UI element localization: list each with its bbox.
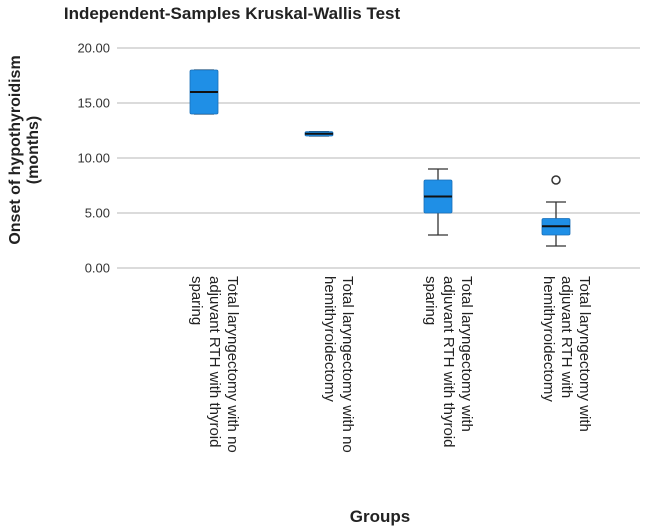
x-tick-label-line: Total laryngectomy with no xyxy=(224,276,241,453)
outlier-point-1 xyxy=(551,175,561,185)
x-tick-label-line: adjuvant RTH with thyroid xyxy=(440,276,457,447)
box-group-4 xyxy=(541,175,571,247)
box-group-1 xyxy=(189,69,219,115)
x-tick-label-line: Total laryngectomy with no xyxy=(339,276,356,453)
x-tick-label-line: Total laryngectomy with xyxy=(576,276,593,432)
x-tick-label-line: adjuvant RTH with xyxy=(558,276,575,398)
y-tick-label-1: 5.00 xyxy=(85,206,110,221)
y-tick-label-3: 15.00 xyxy=(77,96,110,111)
y-axis-label-line-1: Onset of hypothyroidism xyxy=(7,55,24,244)
x-tick-label-line: sparing xyxy=(188,276,205,325)
box-group-3 xyxy=(423,168,453,236)
x-tick-label-line: hemithyroidectomy xyxy=(540,276,557,402)
x-axis-label: Groups xyxy=(350,507,410,526)
x-tick-label-2: Total laryngectomy with nohemithyroidect… xyxy=(321,276,356,453)
y-tick-label-2: 10.00 xyxy=(77,151,110,166)
x-tick-label-line: sparing xyxy=(422,276,439,325)
box-group-2 xyxy=(304,130,334,137)
x-tick-label-line: adjuvant RTH with thyroid xyxy=(206,276,223,447)
y-axis-label-line-2: (months) xyxy=(25,116,42,184)
chart-title: Independent-Samples Kruskal-Wallis Test xyxy=(64,4,401,23)
y-tick-label-4: 20.00 xyxy=(77,41,110,56)
x-tick-label-line: hemithyroidectomy xyxy=(321,276,338,402)
y-tick-label-0: 0.00 xyxy=(85,261,110,276)
x-tick-label-line: Total laryngectomy with xyxy=(458,276,475,432)
